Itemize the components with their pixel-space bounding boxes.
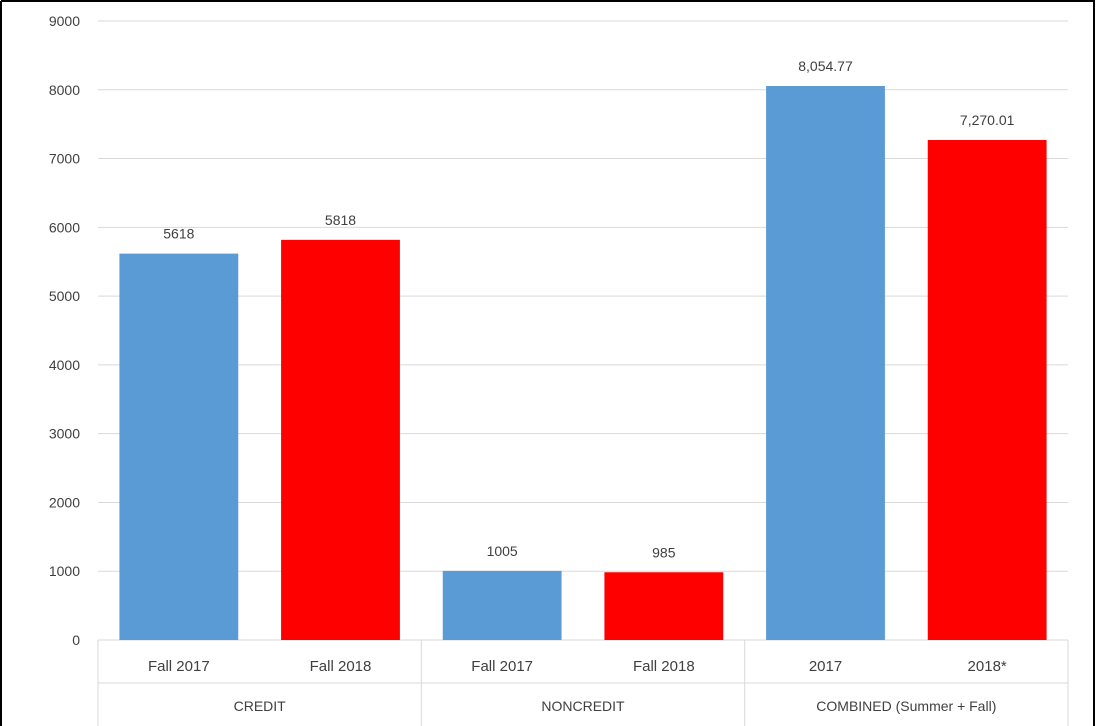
y-tick-label: 4000 [49, 357, 80, 373]
category-label: Fall 2017 [471, 658, 533, 675]
bar [766, 86, 885, 641]
bar-value-labels: 5618 5818 1005 985 8,054.77 7,270.01 [163, 58, 1014, 560]
y-tick-label: 7000 [49, 151, 80, 167]
category-label: Fall 2018 [310, 658, 372, 675]
y-tick-label: 5000 [49, 288, 80, 304]
category-label: Fall 2018 [633, 658, 695, 675]
x-axis: Fall 2017 Fall 2018 CREDIT Fall 2017 Fall 20… [97, 640, 1069, 726]
group-label: CREDIT [234, 698, 287, 714]
y-tick-label: 1000 [49, 563, 80, 579]
y-tick-label: 3000 [49, 426, 80, 442]
y-tick-label: 6000 [49, 219, 80, 235]
bar [604, 572, 724, 640]
bar [927, 139, 1047, 640]
group-label: COMBINED (Summer + Fall) [816, 698, 996, 714]
y-tick-label: 8000 [49, 82, 80, 98]
bar [119, 253, 239, 640]
bar-value-label: 7,270.01 [960, 112, 1015, 128]
bar [442, 570, 562, 640]
y-axis: 0 1000 2000 3000 4000 5000 6000 7000 8000 9000 [49, 13, 80, 648]
y-tick-label: 9000 [49, 13, 80, 29]
y-tick-label: 2000 [49, 494, 80, 510]
bar-value-label: 8,054.77 [798, 58, 853, 74]
bar-value-label: 1005 [487, 543, 518, 559]
category-label: 2018* [968, 658, 1007, 675]
bar-value-label: 5818 [325, 212, 356, 228]
y-tick-label: 0 [72, 632, 80, 648]
bar [281, 239, 400, 640]
category-label: Fall 2017 [148, 658, 210, 675]
gridlines [98, 20, 1068, 641]
bar-value-label: 985 [652, 544, 676, 560]
bars [119, 86, 1047, 641]
group-label: NONCREDIT [541, 698, 625, 714]
bar-value-label: 5618 [163, 226, 194, 242]
category-label: 2017 [809, 658, 842, 675]
